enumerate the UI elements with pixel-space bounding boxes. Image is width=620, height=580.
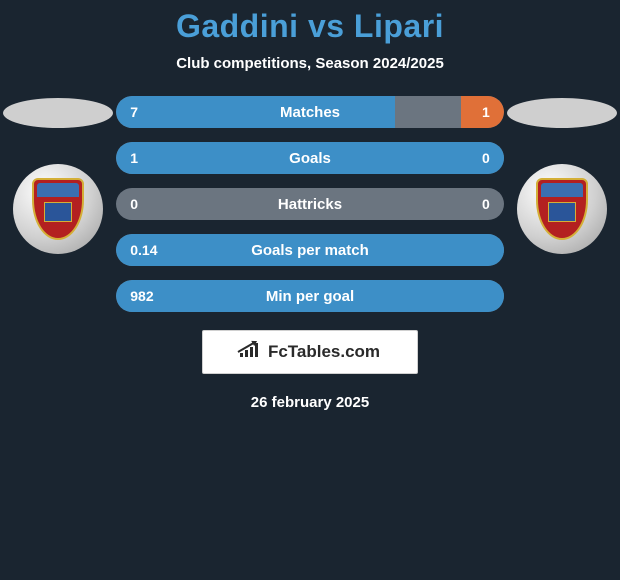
stat-row: 0.14Goals per match xyxy=(116,234,504,266)
comparison-card: Gaddini vs Lipari Club competitions, Sea… xyxy=(0,0,620,411)
stats-bars: 71Matches10Goals00Hattricks0.14Goals per… xyxy=(116,96,504,312)
stat-value-left: 0.14 xyxy=(130,242,157,258)
stat-value-left: 7 xyxy=(130,104,138,120)
stat-label: Goals per match xyxy=(116,242,504,259)
subtitle: Club competitions, Season 2024/2025 xyxy=(176,55,444,72)
date-label: 26 february 2025 xyxy=(251,394,369,411)
stat-label: Hattricks xyxy=(116,196,504,213)
attribution-text: FcTables.com xyxy=(268,342,380,362)
left-club-crest xyxy=(13,164,103,254)
stat-row: 982Min per goal xyxy=(116,280,504,312)
stat-row: 1 0Goals xyxy=(116,142,504,174)
attribution-logo: FcTables.com xyxy=(202,330,418,374)
stat-label: Min per goal xyxy=(116,288,504,305)
stat-value-left: 982 xyxy=(130,288,153,304)
main-row: 71Matches10Goals00Hattricks0.14Goals per… xyxy=(0,96,620,312)
stat-row: 7 1Matches xyxy=(116,96,504,128)
stat-value-left: 1 xyxy=(130,150,138,166)
stat-value-right: 1 xyxy=(482,104,490,120)
page-title: Gaddini vs Lipari xyxy=(176,8,444,45)
right-club-crest xyxy=(517,164,607,254)
left-player-col xyxy=(0,96,116,254)
stat-row: 0 0Hattricks xyxy=(116,188,504,220)
right-player-col xyxy=(504,96,620,254)
chart-icon xyxy=(240,343,262,361)
left-player-avatar-placeholder xyxy=(3,98,113,128)
right-player-avatar-placeholder xyxy=(507,98,617,128)
stat-label: Matches xyxy=(116,104,504,121)
stat-value-right: 0 xyxy=(482,196,490,212)
stat-value-right: 0 xyxy=(482,150,490,166)
stat-label: Goals xyxy=(116,150,504,167)
stat-value-left: 0 xyxy=(130,196,138,212)
